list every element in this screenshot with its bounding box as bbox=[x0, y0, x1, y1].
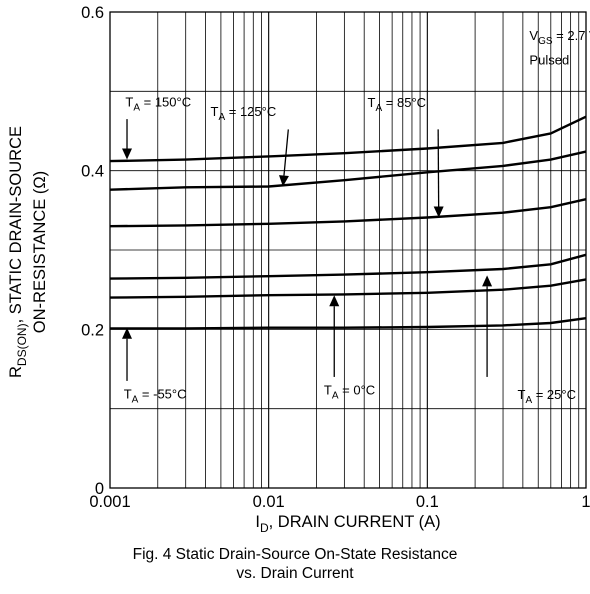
annotation-label-rest: = 150°C bbox=[140, 94, 191, 109]
plot-frame bbox=[109, 11, 587, 489]
tick-labels: 0.001 0.01 0.1 1 0 0.2 0.4 0.6 bbox=[81, 4, 590, 511]
conditions-vgs-main: V bbox=[529, 28, 538, 43]
conditions-vgs-rest: = 2.7 V bbox=[553, 28, 590, 43]
x-tick-label: 1 bbox=[581, 493, 590, 511]
y-axis-label-line1: RDS(ON), STATIC DRAIN-SOURCE bbox=[7, 126, 29, 378]
annotation-label-main: T bbox=[124, 386, 132, 401]
grid bbox=[110, 12, 586, 488]
annotation-label: TA = 150°C bbox=[125, 94, 191, 113]
annotation-label-main: T bbox=[125, 94, 133, 109]
annotation-label: TA = 0°C bbox=[324, 382, 375, 401]
annotation-arrow-head bbox=[122, 148, 133, 160]
annotation-label: TA = 25°C bbox=[517, 387, 576, 406]
conditions-vgs: VGS = 2.7 V bbox=[529, 28, 590, 47]
annotation-label-main: T bbox=[368, 95, 376, 110]
annotation-arrow-shaft bbox=[283, 129, 289, 176]
series-line-0 bbox=[109, 115, 587, 163]
annotation-arrow-head bbox=[278, 175, 289, 187]
annotation-arrow-shaft bbox=[437, 129, 440, 207]
annotation-label-main: T bbox=[211, 104, 219, 119]
series-line-3 bbox=[109, 253, 587, 280]
y-tick-label: 0.6 bbox=[81, 4, 104, 22]
x-axis-label: ID, DRAIN CURRENT (A) bbox=[255, 513, 440, 535]
annotation-label-sub: A bbox=[218, 112, 225, 123]
x-tick-label: 0.1 bbox=[416, 493, 439, 511]
x-axis-label-main: I bbox=[255, 513, 260, 531]
annotation-arrow-head bbox=[482, 275, 493, 287]
annotation-label-sub: A bbox=[376, 103, 383, 114]
series-line-5 bbox=[110, 317, 587, 330]
y-axis-label-main: R bbox=[7, 366, 25, 378]
annotation-label: TA = 125°C bbox=[211, 104, 277, 123]
figure-caption-line2: vs. Drain Current bbox=[236, 565, 354, 582]
x-axis-label-sub: D bbox=[260, 521, 269, 535]
figure-caption-line1: Fig. 4 Static Drain-Source On-State Resi… bbox=[132, 546, 458, 563]
y-tick-label: 0.4 bbox=[81, 163, 104, 181]
x-tick-label: 0.01 bbox=[253, 493, 285, 511]
annotation-label: TA = 85°C bbox=[368, 95, 427, 114]
series-line-2 bbox=[109, 198, 587, 228]
annotation-label-rest: = 85°C bbox=[382, 95, 426, 110]
annotation-label: TA = -55°C bbox=[124, 386, 187, 405]
annotation-arrow-head bbox=[329, 295, 340, 307]
annotations: TA = 150°CTA = 125°CTA = 85°CTA = 25°CTA… bbox=[122, 94, 576, 406]
series-line-1 bbox=[109, 150, 587, 191]
annotation-arrow-head bbox=[122, 327, 133, 339]
annotation-label-rest: = 125°C bbox=[225, 104, 276, 119]
annotation-label-main: T bbox=[324, 382, 332, 397]
y-tick-label: 0.2 bbox=[81, 321, 104, 339]
annotation-arrow-head bbox=[433, 206, 444, 218]
annotation-label-main: T bbox=[517, 387, 525, 402]
y-axis-label: RDS(ON), STATIC DRAIN-SOURCE ON-RESISTAN… bbox=[7, 126, 49, 378]
x-tick-label: 0.001 bbox=[89, 493, 130, 511]
annotation-label-rest: = 25°C bbox=[532, 387, 576, 402]
y-tick-label: 0 bbox=[95, 480, 104, 498]
x-axis-label-rest: , DRAIN CURRENT (A) bbox=[269, 513, 441, 531]
series-layer bbox=[109, 115, 587, 330]
y-axis-label-line2: ON-RESISTANCE (Ω) bbox=[31, 171, 49, 333]
annotation-label-rest: = -55°C bbox=[138, 386, 186, 401]
y-axis-label-rest: , STATIC DRAIN-SOURCE bbox=[7, 126, 25, 323]
y-axis-label-sub: DS(ON) bbox=[15, 323, 29, 366]
conditions-pulsed: Pulsed bbox=[529, 52, 569, 67]
annotation-label-sub: A bbox=[332, 390, 339, 401]
annotation-label-sub: A bbox=[133, 102, 140, 113]
annotation-label-sub: A bbox=[525, 395, 532, 406]
series-line-4 bbox=[109, 278, 587, 299]
annotation-label-sub: A bbox=[132, 394, 139, 405]
annotation-label-rest: = 0°C bbox=[339, 382, 376, 397]
conditions-vgs-sub: GS bbox=[538, 36, 553, 47]
